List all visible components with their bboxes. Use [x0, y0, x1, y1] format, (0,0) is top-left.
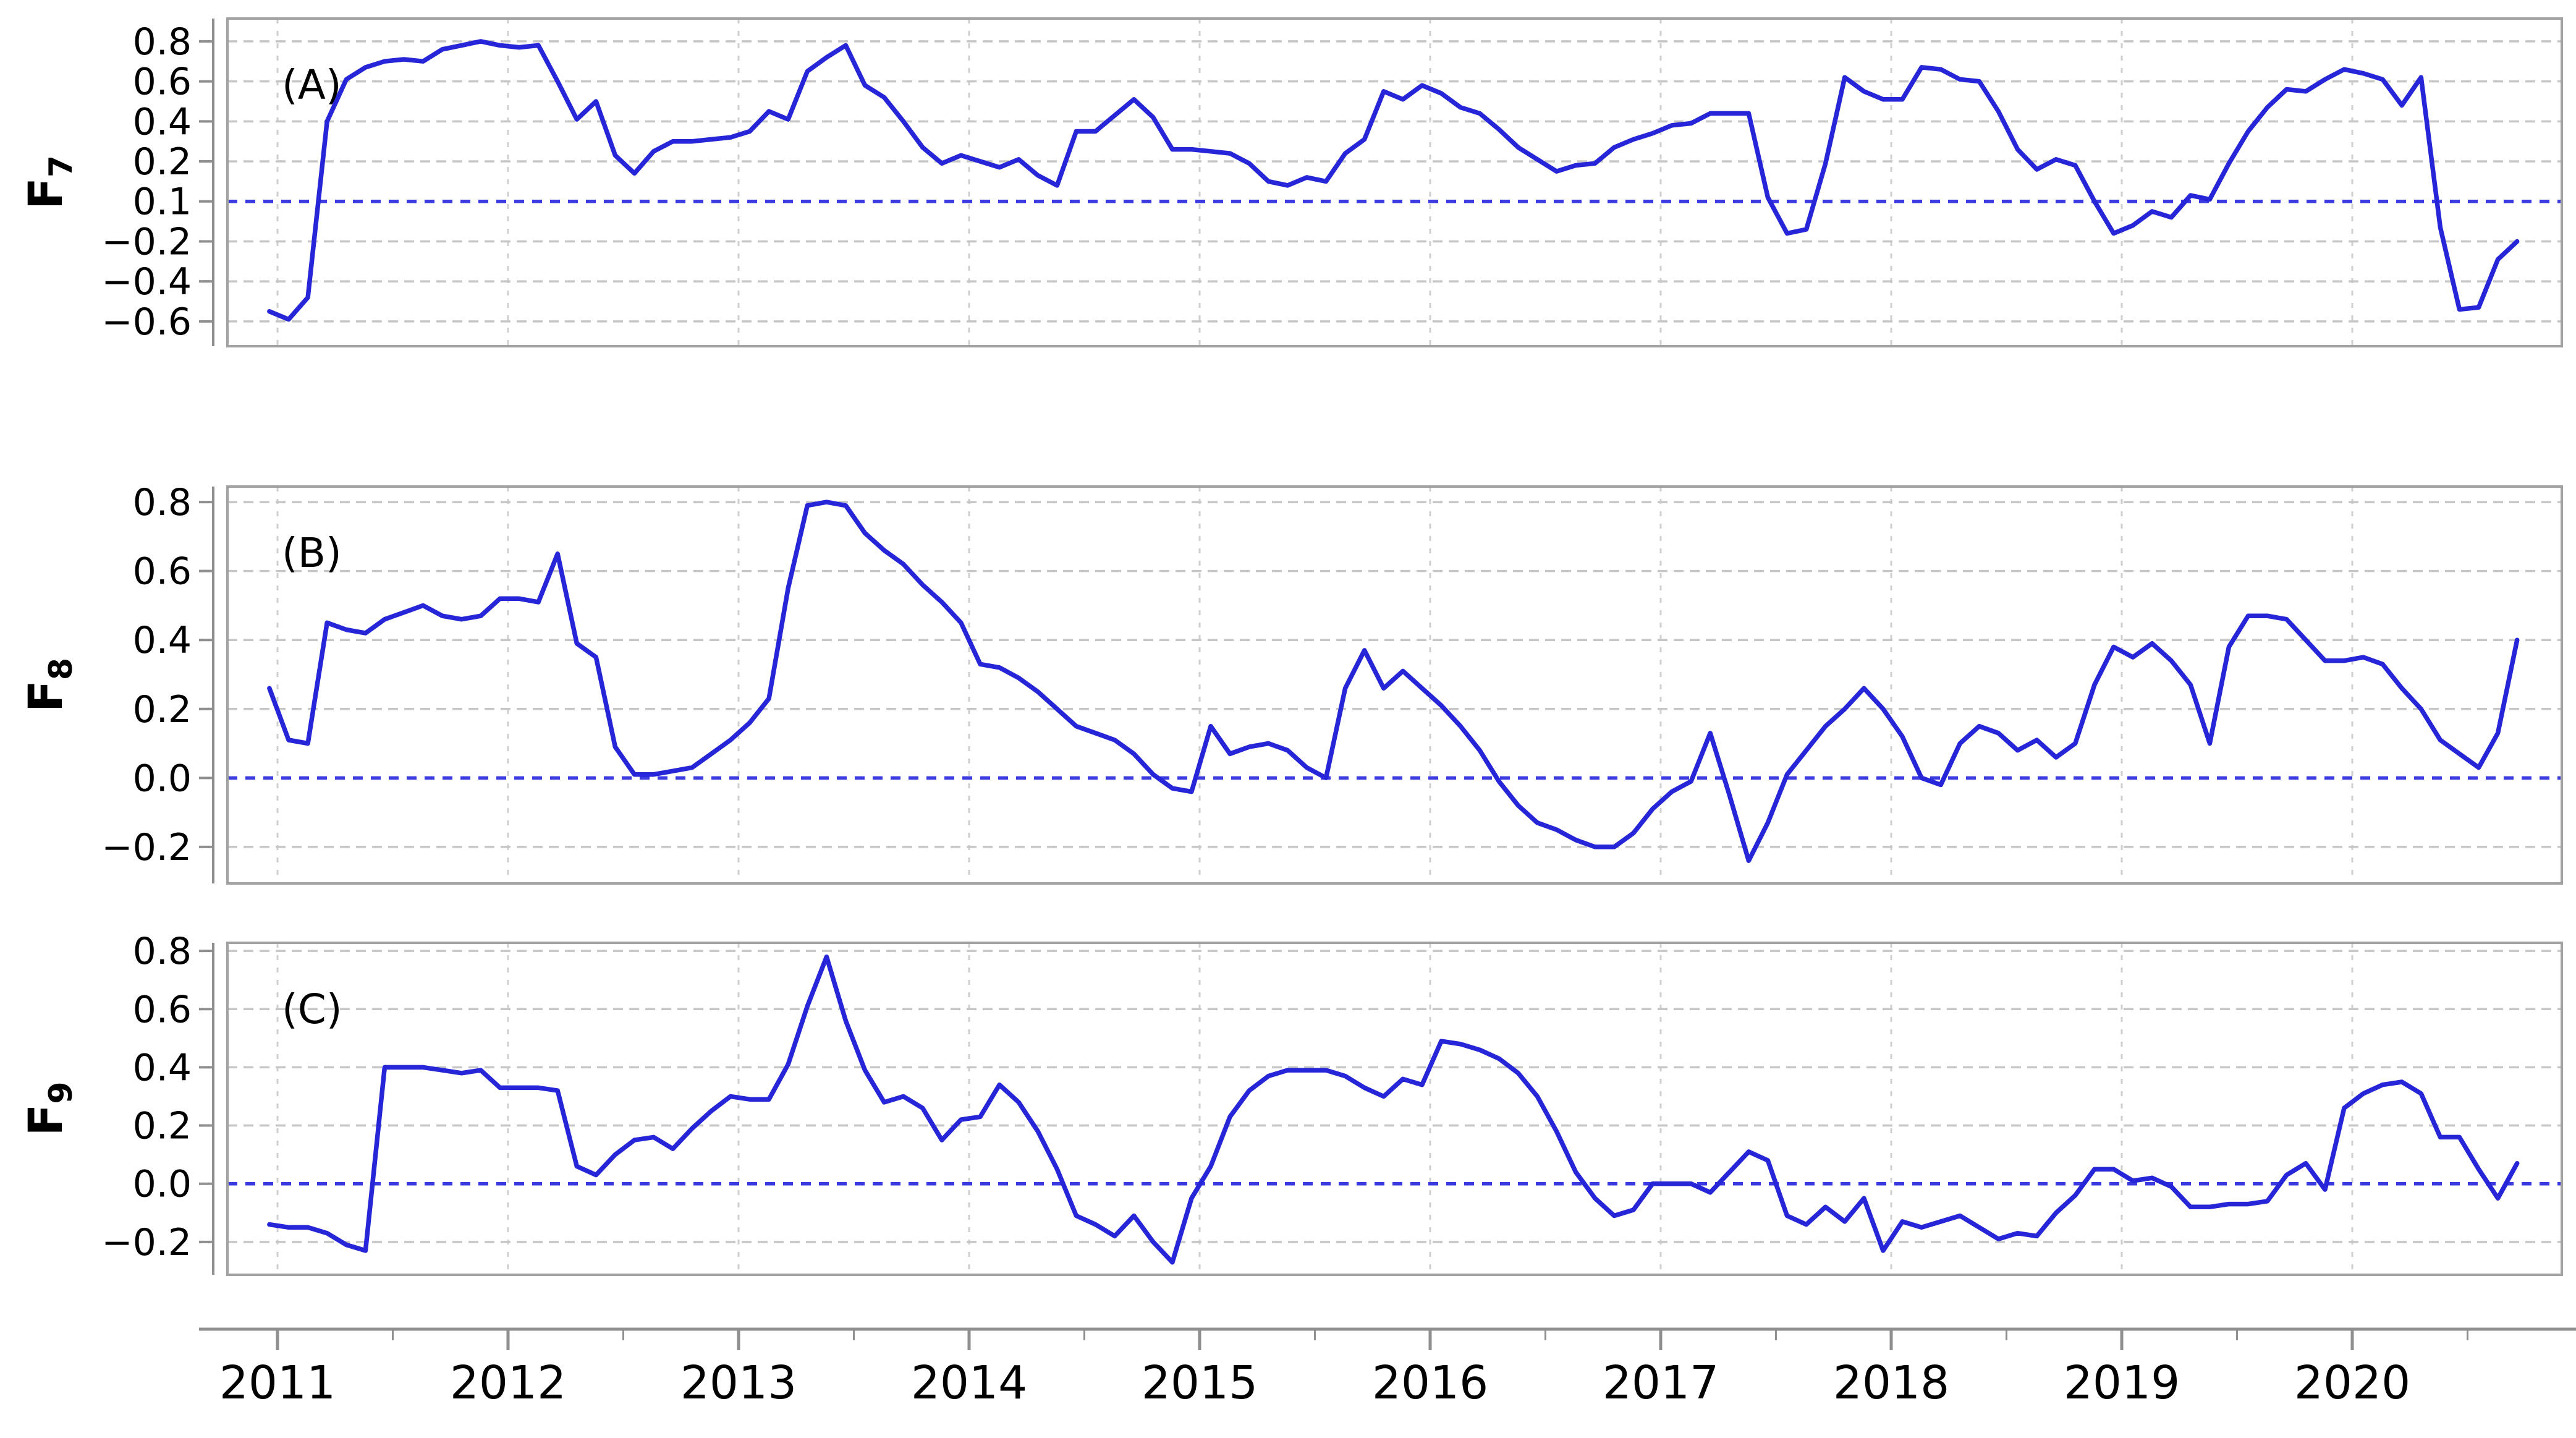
- x-tick-label: 2011: [219, 1356, 336, 1410]
- series-line-F9: [267, 954, 2520, 1265]
- panel-border: [226, 17, 2563, 347]
- y-axis-label: F9: [18, 1081, 80, 1136]
- y-tick-label: 0.6: [133, 61, 192, 104]
- y-tick-label: 0.2: [133, 688, 192, 731]
- x-tick-label: 2020: [2294, 1356, 2410, 1410]
- panel-letter: (A): [282, 61, 342, 109]
- y-tick-label: −0.6: [101, 300, 192, 344]
- y-tick-label: 0.4: [133, 1046, 192, 1089]
- y-tick-label: −0.4: [101, 260, 192, 304]
- x-tick-label: 2013: [680, 1356, 797, 1410]
- x-tick-label: 2017: [1603, 1356, 1719, 1410]
- y-tick-label: 0.2: [133, 140, 192, 184]
- y-tick-label: 0.0: [133, 757, 192, 800]
- x-tick-label: 2015: [1142, 1356, 1258, 1410]
- x-tick-label: 2012: [450, 1356, 566, 1410]
- x-tick-label: 2014: [911, 1356, 1027, 1410]
- panel-border: [226, 942, 2563, 1276]
- y-axis-label: F8: [18, 658, 80, 712]
- y-tick-label: 0.0: [133, 1163, 192, 1206]
- y-tick-label: −0.2: [101, 826, 192, 869]
- y-tick-label: 0.1: [133, 181, 192, 224]
- panel-C: 0.8 0.6 0.4 0.2 0.0 −0.2 (C) F9: [18, 930, 2563, 1276]
- y-tick-label: 0.2: [133, 1105, 192, 1148]
- x-tick-label: 2018: [1833, 1356, 1949, 1410]
- y-tick-label: 0.8: [133, 930, 192, 973]
- y-tick-label: 0.4: [133, 619, 192, 662]
- panel-letter: (B): [282, 529, 342, 577]
- panel-border: [226, 485, 2563, 885]
- y-tick-label: 0.8: [133, 481, 192, 524]
- panel-A: 0.80.60.40.20.1−0.2−0.4−0.6 (A) F7: [18, 17, 2563, 347]
- y-tick-label: 0.6: [133, 988, 192, 1031]
- y-tick-label: −0.2: [101, 1221, 192, 1264]
- y-tick-label: 0.6: [133, 550, 192, 593]
- x-tick-label: 2019: [2064, 1356, 2180, 1410]
- x-tick-label: 2016: [1372, 1356, 1488, 1410]
- series-line-F7: [267, 39, 2520, 322]
- x-axis: 2011 2012 2013 2014 2015 2016 2017 2018 2019 2020: [199, 1327, 2576, 1410]
- panel-letter: (C): [282, 985, 342, 1033]
- y-tick-label: 0.8: [133, 20, 192, 64]
- series-line-F8: [267, 500, 2520, 863]
- panel-B: 0.8 0.6 0.4 0.2 0.0 −0.2 (B) F8: [18, 481, 2563, 885]
- y-axis-label: F7: [18, 155, 80, 210]
- y-tick-label: −0.2: [101, 220, 192, 263]
- y-tick-label: 0.4: [133, 100, 192, 143]
